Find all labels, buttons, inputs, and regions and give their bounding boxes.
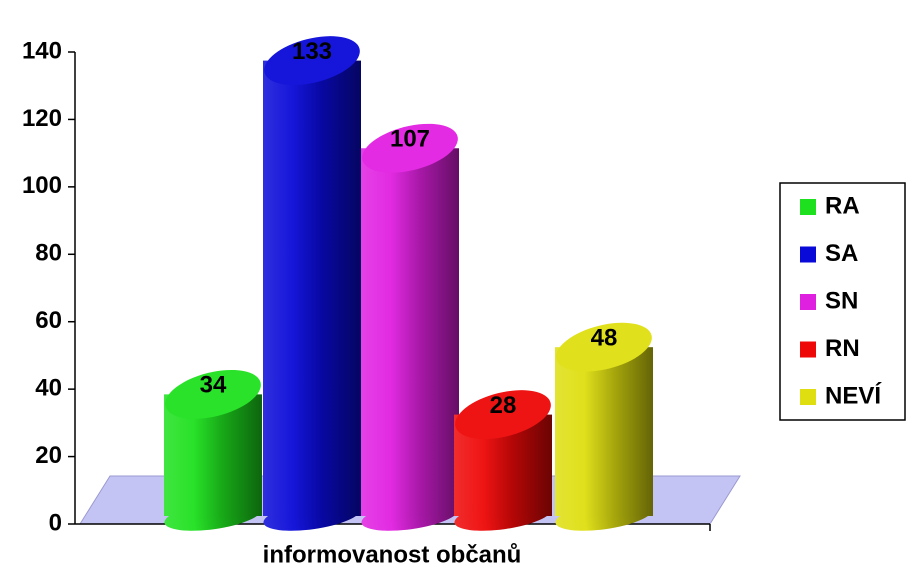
cylinder: [164, 369, 262, 531]
legend-label: RA: [825, 192, 860, 219]
legend-label: SA: [825, 240, 858, 267]
data-label: 133: [292, 38, 332, 65]
y-tick-label: 60: [35, 307, 62, 334]
x-category-label: informovanost občanů: [263, 541, 522, 568]
cylinder: [454, 390, 552, 531]
y-tick-label: 80: [35, 240, 62, 267]
cylinder-body: [361, 148, 459, 516]
cylinder-body: [555, 347, 653, 516]
cylinder: [555, 322, 653, 531]
cylinder-top: [455, 390, 551, 440]
data-label: 107: [390, 126, 430, 153]
legend-label: RN: [825, 335, 860, 362]
y-tick-label: 100: [22, 172, 62, 199]
data-label: 34: [200, 372, 227, 399]
cylinder-top: [556, 322, 652, 372]
legend-swatch: [800, 294, 816, 310]
y-tick-label: 40: [35, 374, 62, 401]
y-tick-label: 120: [22, 105, 62, 132]
legend-label: NEVÍ: [825, 381, 882, 409]
cylinder-top: [165, 369, 261, 419]
legend-swatch: [800, 199, 816, 215]
cylinder-top: [264, 36, 360, 86]
legend-swatch: [800, 389, 816, 405]
legend-label: SN: [825, 287, 858, 314]
legend-swatch: [800, 246, 816, 263]
legend-swatch: [800, 341, 816, 358]
cylinder-body: [263, 60, 361, 516]
cylinder: [361, 123, 459, 531]
cylinder-top: [362, 123, 458, 173]
y-tick-label: 0: [49, 509, 62, 536]
data-label: 28: [490, 392, 517, 419]
data-label: 48: [591, 325, 618, 352]
y-tick-label: 140: [22, 37, 62, 64]
y-tick-label: 20: [35, 442, 62, 469]
cylinder: [263, 36, 361, 531]
